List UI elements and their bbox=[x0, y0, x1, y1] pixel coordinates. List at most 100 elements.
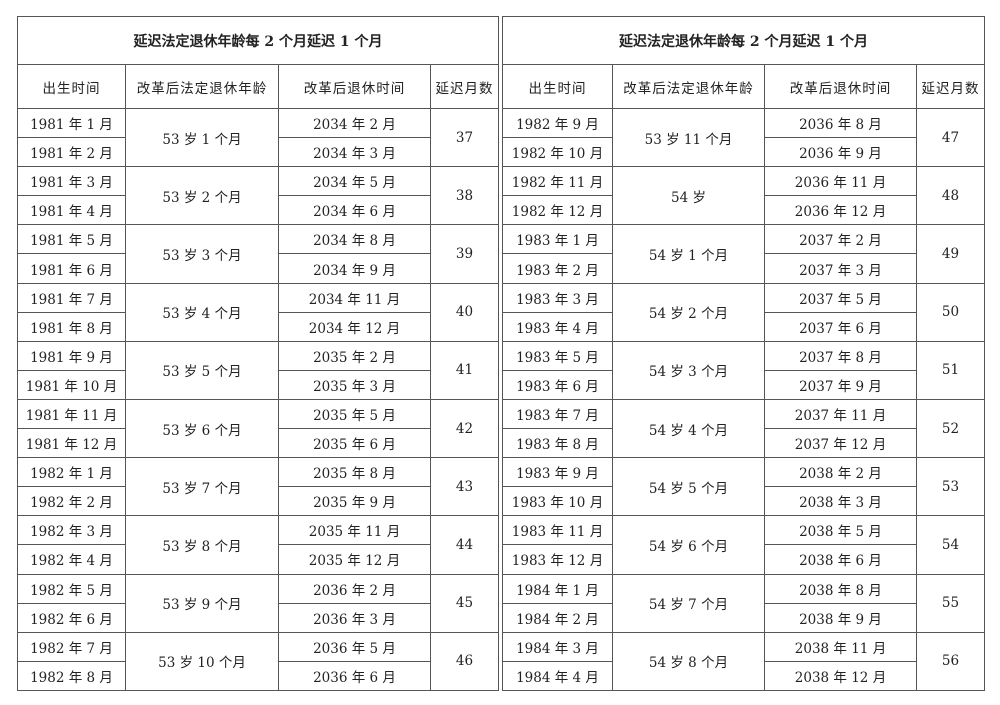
table-row: 1983 年 2 月 2037 年 3 月 bbox=[502, 253, 985, 284]
table-row: 1981 年 9 月 53 岁 5 个月 2035 年 2 月 41 bbox=[17, 340, 500, 400]
birth-date-cell: 1981 年 4 月 bbox=[17, 195, 126, 226]
delay-months-cell: 56 bbox=[915, 631, 986, 691]
retirement-date-cell: 2037 年 9 月 bbox=[764, 369, 917, 400]
birth-date-cell: 1982 年 12 月 bbox=[502, 195, 613, 226]
table-row: 1982 年 9 月 53 岁 11 个月 2036 年 8 月 47 bbox=[502, 107, 986, 168]
retirement-date-cell: 2034 年 3 月 bbox=[278, 137, 431, 168]
table-row: 1983 年 5 月 54 岁 3 个月 2037 年 8 月 51 bbox=[502, 340, 986, 400]
birth-date-cell: 1982 年 7 月 bbox=[17, 631, 126, 662]
retirement-table: 延迟法定退休年龄每 2 个月延迟 1 个月 出生时间 改革后法定退休年龄 改革后退休时… bbox=[16, 16, 500, 691]
table-row: 1981 年 8 月 2034 年 12 月 bbox=[17, 311, 499, 342]
birth-date-cell: 1982 年 3 月 bbox=[17, 515, 126, 546]
retirement-date-cell: 2034 年 5 月 bbox=[278, 166, 431, 197]
table-row: 1982 年 12 月 2036 年 12 月 bbox=[502, 195, 985, 226]
delay-months-cell: 44 bbox=[429, 515, 500, 575]
delay-months-cell: 48 bbox=[915, 166, 986, 226]
retirement-date-cell: 2038 年 11 月 bbox=[764, 631, 917, 662]
table-row: 1981 年 4 月 2034 年 6 月 bbox=[17, 195, 499, 226]
table-title-row: 延迟法定退休年龄每 2 个月延迟 1 个月 bbox=[501, 16, 986, 65]
retirement-age-cell: 53 岁 5 个月 bbox=[125, 340, 279, 400]
retirement-date-cell: 2036 年 9 月 bbox=[764, 137, 917, 168]
table-row: 1983 年 10 月 2038 年 3 月 bbox=[502, 486, 985, 517]
delay-months-cell: 47 bbox=[915, 107, 986, 168]
retirement-age-cell: 54 岁 6 个月 bbox=[612, 515, 765, 575]
retirement-date-cell: 2038 年 8 月 bbox=[764, 573, 917, 604]
birth-date-cell: 1981 年 12 月 bbox=[17, 428, 126, 459]
birth-date-cell: 1981 年 5 月 bbox=[17, 224, 126, 255]
retirement-date-cell: 2036 年 8 月 bbox=[764, 107, 917, 139]
retirement-age-cell: 54 岁 bbox=[612, 166, 765, 226]
retirement-date-cell: 2035 年 11 月 bbox=[278, 515, 431, 546]
retirement-age-cell: 53 岁 2 个月 bbox=[125, 166, 279, 226]
column-header: 改革后退休时间 bbox=[278, 64, 431, 109]
table-row: 1984 年 3 月 54 岁 8 个月 2038 年 11 月 56 bbox=[502, 631, 986, 691]
retirement-age-cell: 53 岁 11 个月 bbox=[612, 107, 765, 168]
birth-date-cell: 1982 年 8 月 bbox=[17, 660, 126, 691]
retirement-age-cell: 53 岁 3 个月 bbox=[125, 224, 279, 284]
delay-months-cell: 42 bbox=[429, 398, 500, 459]
birth-date-cell: 1983 年 3 月 bbox=[502, 282, 613, 313]
birth-date-cell: 1982 年 1 月 bbox=[17, 457, 126, 488]
retirement-age-cell: 53 岁 10 个月 bbox=[125, 631, 279, 691]
birth-date-cell: 1984 年 1 月 bbox=[502, 573, 613, 604]
delay-months-cell: 53 bbox=[915, 457, 986, 517]
retirement-date-cell: 2037 年 6 月 bbox=[764, 311, 917, 342]
birth-date-cell: 1981 年 3 月 bbox=[17, 166, 126, 197]
retirement-date-cell: 2036 年 2 月 bbox=[278, 573, 431, 604]
delay-months-cell: 50 bbox=[915, 282, 986, 342]
retirement-date-cell: 2038 年 6 月 bbox=[764, 544, 917, 575]
table-row: 1982 年 8 月 2036 年 6 月 bbox=[17, 660, 499, 691]
birth-date-cell: 1983 年 8 月 bbox=[502, 428, 613, 459]
retirement-date-cell: 2036 年 6 月 bbox=[278, 660, 431, 691]
retirement-date-cell: 2038 年 5 月 bbox=[764, 515, 917, 546]
table-row: 1982 年 5 月 53 岁 9 个月 2036 年 2 月 45 bbox=[17, 573, 500, 633]
birth-date-cell: 1982 年 4 月 bbox=[17, 544, 126, 575]
birth-date-cell: 1983 年 11 月 bbox=[502, 515, 613, 546]
column-header: 延迟月数 bbox=[429, 64, 500, 109]
birth-date-cell: 1982 年 10 月 bbox=[502, 137, 613, 168]
table-row: 1983 年 8 月 2037 年 12 月 bbox=[502, 428, 985, 459]
retirement-age-cell: 54 岁 3 个月 bbox=[612, 340, 765, 400]
retirement-age-cell: 54 岁 4 个月 bbox=[612, 398, 765, 459]
retirement-date-cell: 2038 年 3 月 bbox=[764, 486, 917, 517]
birth-date-cell: 1981 年 9 月 bbox=[17, 340, 126, 371]
retirement-age-cell: 53 岁 8 个月 bbox=[125, 515, 279, 575]
left-table-container: 延迟法定退休年龄每 2 个月延迟 1 个月 出生时间 改革后法定退休年龄 改革后退休时… bbox=[16, 16, 500, 691]
birth-date-cell: 1982 年 6 月 bbox=[17, 602, 126, 633]
retirement-date-cell: 2037 年 5 月 bbox=[764, 282, 917, 313]
header-row: 出生时间 改革后法定退休年龄 改革后退休时间 延迟月数 bbox=[502, 64, 986, 109]
table-row: 1981 年 6 月 2034 年 9 月 bbox=[17, 253, 499, 284]
column-header: 改革后法定退休年龄 bbox=[125, 64, 279, 109]
birth-date-cell: 1981 年 2 月 bbox=[17, 137, 126, 168]
table-row: 1981 年 2 月 2034 年 3 月 bbox=[17, 137, 499, 168]
birth-date-cell: 1983 年 1 月 bbox=[502, 224, 613, 255]
table-row: 1981 年 10 月 2035 年 3 月 bbox=[17, 369, 499, 400]
retirement-age-cell: 54 岁 2 个月 bbox=[612, 282, 765, 342]
birth-date-cell: 1983 年 12 月 bbox=[502, 544, 613, 575]
table-row: 1982 年 2 月 2035 年 9 月 bbox=[17, 486, 499, 517]
birth-date-cell: 1981 年 11 月 bbox=[17, 398, 126, 430]
table-row: 1983 年 1 月 54 岁 1 个月 2037 年 2 月 49 bbox=[502, 224, 986, 284]
birth-date-cell: 1981 年 1 月 bbox=[17, 107, 126, 139]
birth-date-cell: 1983 年 6 月 bbox=[502, 369, 613, 400]
birth-date-cell: 1983 年 9 月 bbox=[502, 457, 613, 488]
column-header: 延迟月数 bbox=[915, 64, 986, 109]
table-row: 1981 年 1 月 53 岁 1 个月 2034 年 2 月 37 bbox=[17, 107, 500, 168]
delay-months-cell: 38 bbox=[429, 166, 500, 226]
birth-date-cell: 1983 年 4 月 bbox=[502, 311, 613, 342]
birth-date-cell: 1981 年 7 月 bbox=[17, 282, 126, 313]
delay-months-cell: 49 bbox=[915, 224, 986, 284]
retirement-date-cell: 2037 年 2 月 bbox=[764, 224, 917, 255]
column-header: 改革后退休时间 bbox=[764, 64, 917, 109]
right-table-container: 延迟法定退休年龄每 2 个月延迟 1 个月 出生时间 改革后法定退休年龄 改革后退休时… bbox=[501, 16, 986, 691]
column-header: 出生时间 bbox=[17, 64, 126, 109]
retirement-age-cell: 54 岁 8 个月 bbox=[612, 631, 765, 691]
delay-months-cell: 54 bbox=[915, 515, 986, 575]
column-header: 出生时间 bbox=[502, 64, 613, 109]
retirement-date-cell: 2037 年 8 月 bbox=[764, 340, 917, 371]
table-row: 1983 年 3 月 54 岁 2 个月 2037 年 5 月 50 bbox=[502, 282, 986, 342]
table-row: 1983 年 6 月 2037 年 9 月 bbox=[502, 369, 985, 400]
retirement-age-cell: 53 岁 4 个月 bbox=[125, 282, 279, 342]
retirement-date-cell: 2035 年 9 月 bbox=[278, 486, 431, 517]
retirement-date-cell: 2034 年 9 月 bbox=[278, 253, 431, 284]
